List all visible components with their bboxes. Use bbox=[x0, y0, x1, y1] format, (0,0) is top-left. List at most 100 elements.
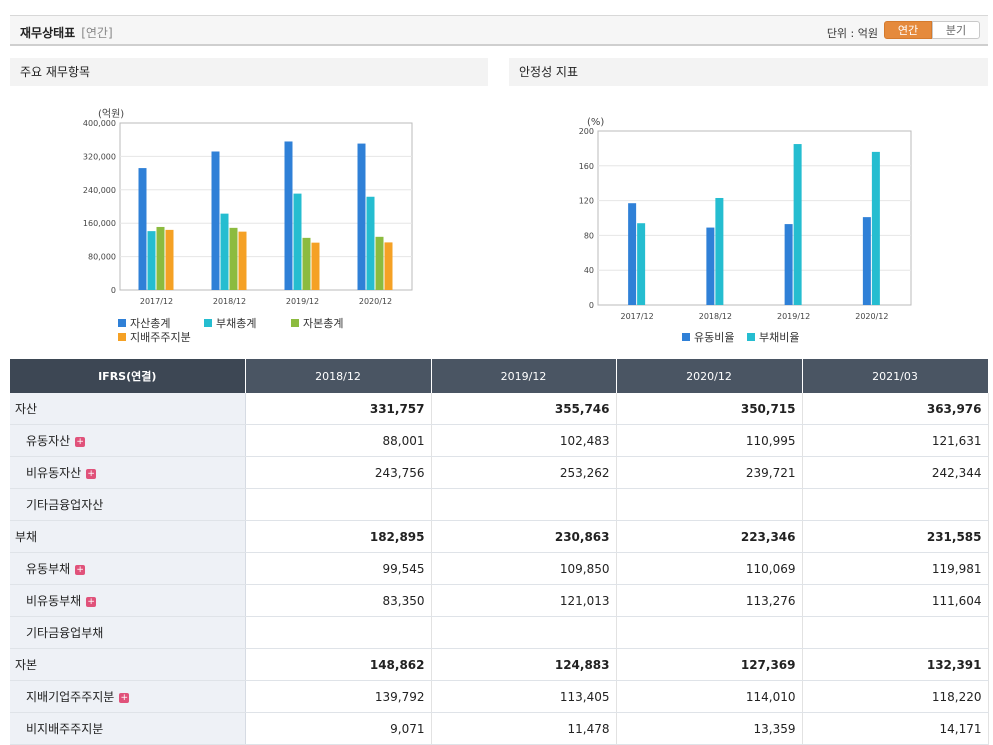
y-tick-label: 400,000 bbox=[83, 119, 116, 128]
x-tick-label: 2018/12 bbox=[699, 312, 732, 321]
annual-toggle-button[interactable]: 연간 bbox=[884, 21, 932, 39]
bar-2018/12-지배주주지분 bbox=[238, 231, 247, 290]
legend-swatch bbox=[118, 319, 126, 327]
main-items-panel: 주요 재무항목 0 80,000 160,000 240,000 320,000 400,… bbox=[10, 58, 488, 358]
legend-label: 자본총계 bbox=[303, 317, 343, 330]
expand-plus-icon[interactable]: + bbox=[75, 565, 86, 575]
row-label: 기타금융업자산 bbox=[10, 488, 246, 521]
row-label: 비유동자산 + bbox=[10, 456, 246, 489]
y-tick-label: 80,000 bbox=[88, 253, 116, 262]
row-label: 비유동부채 + bbox=[10, 584, 246, 617]
y-axis-label: (%) bbox=[587, 117, 604, 128]
plot-area bbox=[597, 130, 912, 306]
table-cell: 121,631 bbox=[802, 424, 989, 457]
table-cell: 223,346 bbox=[616, 520, 803, 553]
row-label-text: 자본 bbox=[15, 658, 38, 672]
y-tick-label: 120 bbox=[579, 197, 594, 206]
table-row: 자산 331,757 355,746 350,715 363,976 bbox=[10, 393, 989, 425]
expand-plus-icon[interactable]: + bbox=[75, 437, 86, 447]
row-label-text: 지배기업주주지분 bbox=[26, 690, 115, 704]
table-cell: 121,013 bbox=[431, 584, 617, 617]
stability-title: 안정성 지표 bbox=[509, 58, 988, 86]
legend-label: 지배주주지분 bbox=[130, 331, 191, 344]
row-label-text: 유동부채 bbox=[26, 562, 71, 576]
table-cell: 113,405 bbox=[431, 680, 617, 713]
header-period: 2021/03 bbox=[802, 359, 989, 393]
legend-label: 부채총계 bbox=[216, 317, 256, 330]
table-row: 부채 182,895 230,863 223,346 231,585 bbox=[10, 520, 989, 553]
legend-swatch bbox=[204, 319, 212, 327]
quarterly-toggle-button[interactable]: 분기 bbox=[932, 21, 980, 39]
legend-label: 부채비율 bbox=[759, 331, 799, 344]
row-label: 부채 bbox=[10, 520, 246, 553]
table-cell: 113,276 bbox=[616, 584, 803, 617]
header-period: 2019/12 bbox=[431, 359, 617, 393]
legend-swatch bbox=[747, 333, 755, 341]
y-tick-label: 80 bbox=[584, 231, 594, 240]
table-cell: 83,350 bbox=[245, 584, 432, 617]
row-label-text: 기타금융업자산 bbox=[26, 498, 104, 512]
x-tick-label: 2018/12 bbox=[213, 297, 246, 306]
row-label: 유동부채 + bbox=[10, 552, 246, 585]
bar-2019/12-지배주주지분 bbox=[311, 242, 320, 290]
x-tick-label: 2017/12 bbox=[621, 312, 654, 321]
table-row: 기타금융업자산 bbox=[10, 488, 989, 521]
y-tick-label: 40 bbox=[584, 266, 594, 275]
legend-label: 유동비율 bbox=[694, 331, 734, 344]
y-axis-label: (억원) bbox=[98, 108, 124, 120]
bar-2020/12-유동비율 bbox=[862, 217, 871, 305]
legend-swatch bbox=[118, 333, 126, 341]
row-label-text: 비유동부채 bbox=[26, 594, 82, 608]
table-cell bbox=[802, 616, 989, 649]
bar-2017/12-부채비율 bbox=[637, 223, 646, 305]
bar-2019/12-자산총계 bbox=[284, 141, 293, 290]
table-cell: 99,545 bbox=[245, 552, 432, 585]
y-tick-label: 0 bbox=[111, 286, 116, 295]
expand-plus-icon[interactable]: + bbox=[119, 693, 130, 703]
statement-title: 재무상태표 [연간] bbox=[20, 24, 113, 41]
x-tick-label: 2020/12 bbox=[855, 312, 888, 321]
y-tick-label: 0 bbox=[589, 301, 594, 310]
y-tick-label: 200 bbox=[579, 127, 594, 136]
bar-2018/12-부채총계 bbox=[220, 213, 229, 290]
bar-2018/12-자본총계 bbox=[229, 227, 238, 290]
y-tick-label: 320,000 bbox=[83, 152, 116, 161]
row-label: 자산 bbox=[10, 393, 246, 425]
bar-2018/12-자산총계 bbox=[211, 151, 220, 290]
row-label: 지배기업주주지분 + bbox=[10, 680, 246, 713]
table-cell: 109,850 bbox=[431, 552, 617, 585]
bar-2019/12-자본총계 bbox=[302, 237, 311, 290]
table-cell: 102,483 bbox=[431, 424, 617, 457]
table-cell bbox=[616, 616, 803, 649]
header-period: 2020/12 bbox=[616, 359, 803, 393]
table-row: 비유동부채 +83,350 121,013 113,276 111,604 bbox=[10, 584, 989, 617]
bar-2020/12-자본총계 bbox=[375, 236, 384, 290]
row-label: 자본 bbox=[10, 648, 246, 681]
table-cell: 11,478 bbox=[431, 712, 617, 745]
x-tick-label: 2017/12 bbox=[140, 297, 173, 306]
table-cell: 118,220 bbox=[802, 680, 989, 713]
balance-sheet-table: IFRS(연결) 2018/12 2019/12 2020/12 2021/03… bbox=[10, 359, 989, 745]
period-toggle: 연간 분기 bbox=[884, 21, 980, 39]
table-cell bbox=[431, 488, 617, 521]
row-label: 비지배주주지분 bbox=[10, 712, 246, 745]
table-cell: 124,883 bbox=[431, 648, 617, 681]
bar-2017/12-부채총계 bbox=[147, 231, 156, 290]
legend-swatch bbox=[291, 319, 299, 327]
expand-plus-icon[interactable]: + bbox=[86, 469, 97, 479]
bar-2020/12-부채비율 bbox=[871, 151, 880, 305]
table-cell: 114,010 bbox=[616, 680, 803, 713]
bar-2018/12-부채비율 bbox=[715, 197, 724, 305]
table-row: 자본 148,862 124,883 127,369 132,391 bbox=[10, 648, 989, 681]
table-row: 유동자산 +88,001 102,483 110,995 121,631 bbox=[10, 424, 989, 457]
table-cell: 132,391 bbox=[802, 648, 989, 681]
expand-plus-icon[interactable]: + bbox=[86, 597, 97, 607]
legend-label: 자산총계 bbox=[130, 317, 170, 330]
table-cell: 110,069 bbox=[616, 552, 803, 585]
bar-2017/12-유동비율 bbox=[628, 203, 637, 305]
table-cell: 9,071 bbox=[245, 712, 432, 745]
table-header-row: IFRS(연결) 2018/12 2019/12 2020/12 2021/03 bbox=[10, 359, 989, 393]
table-cell: 242,344 bbox=[802, 456, 989, 489]
main-items-chart: 0 80,000 160,000 240,000 320,000 400,000(억원) 2… bbox=[83, 108, 413, 344]
table-cell bbox=[616, 488, 803, 521]
